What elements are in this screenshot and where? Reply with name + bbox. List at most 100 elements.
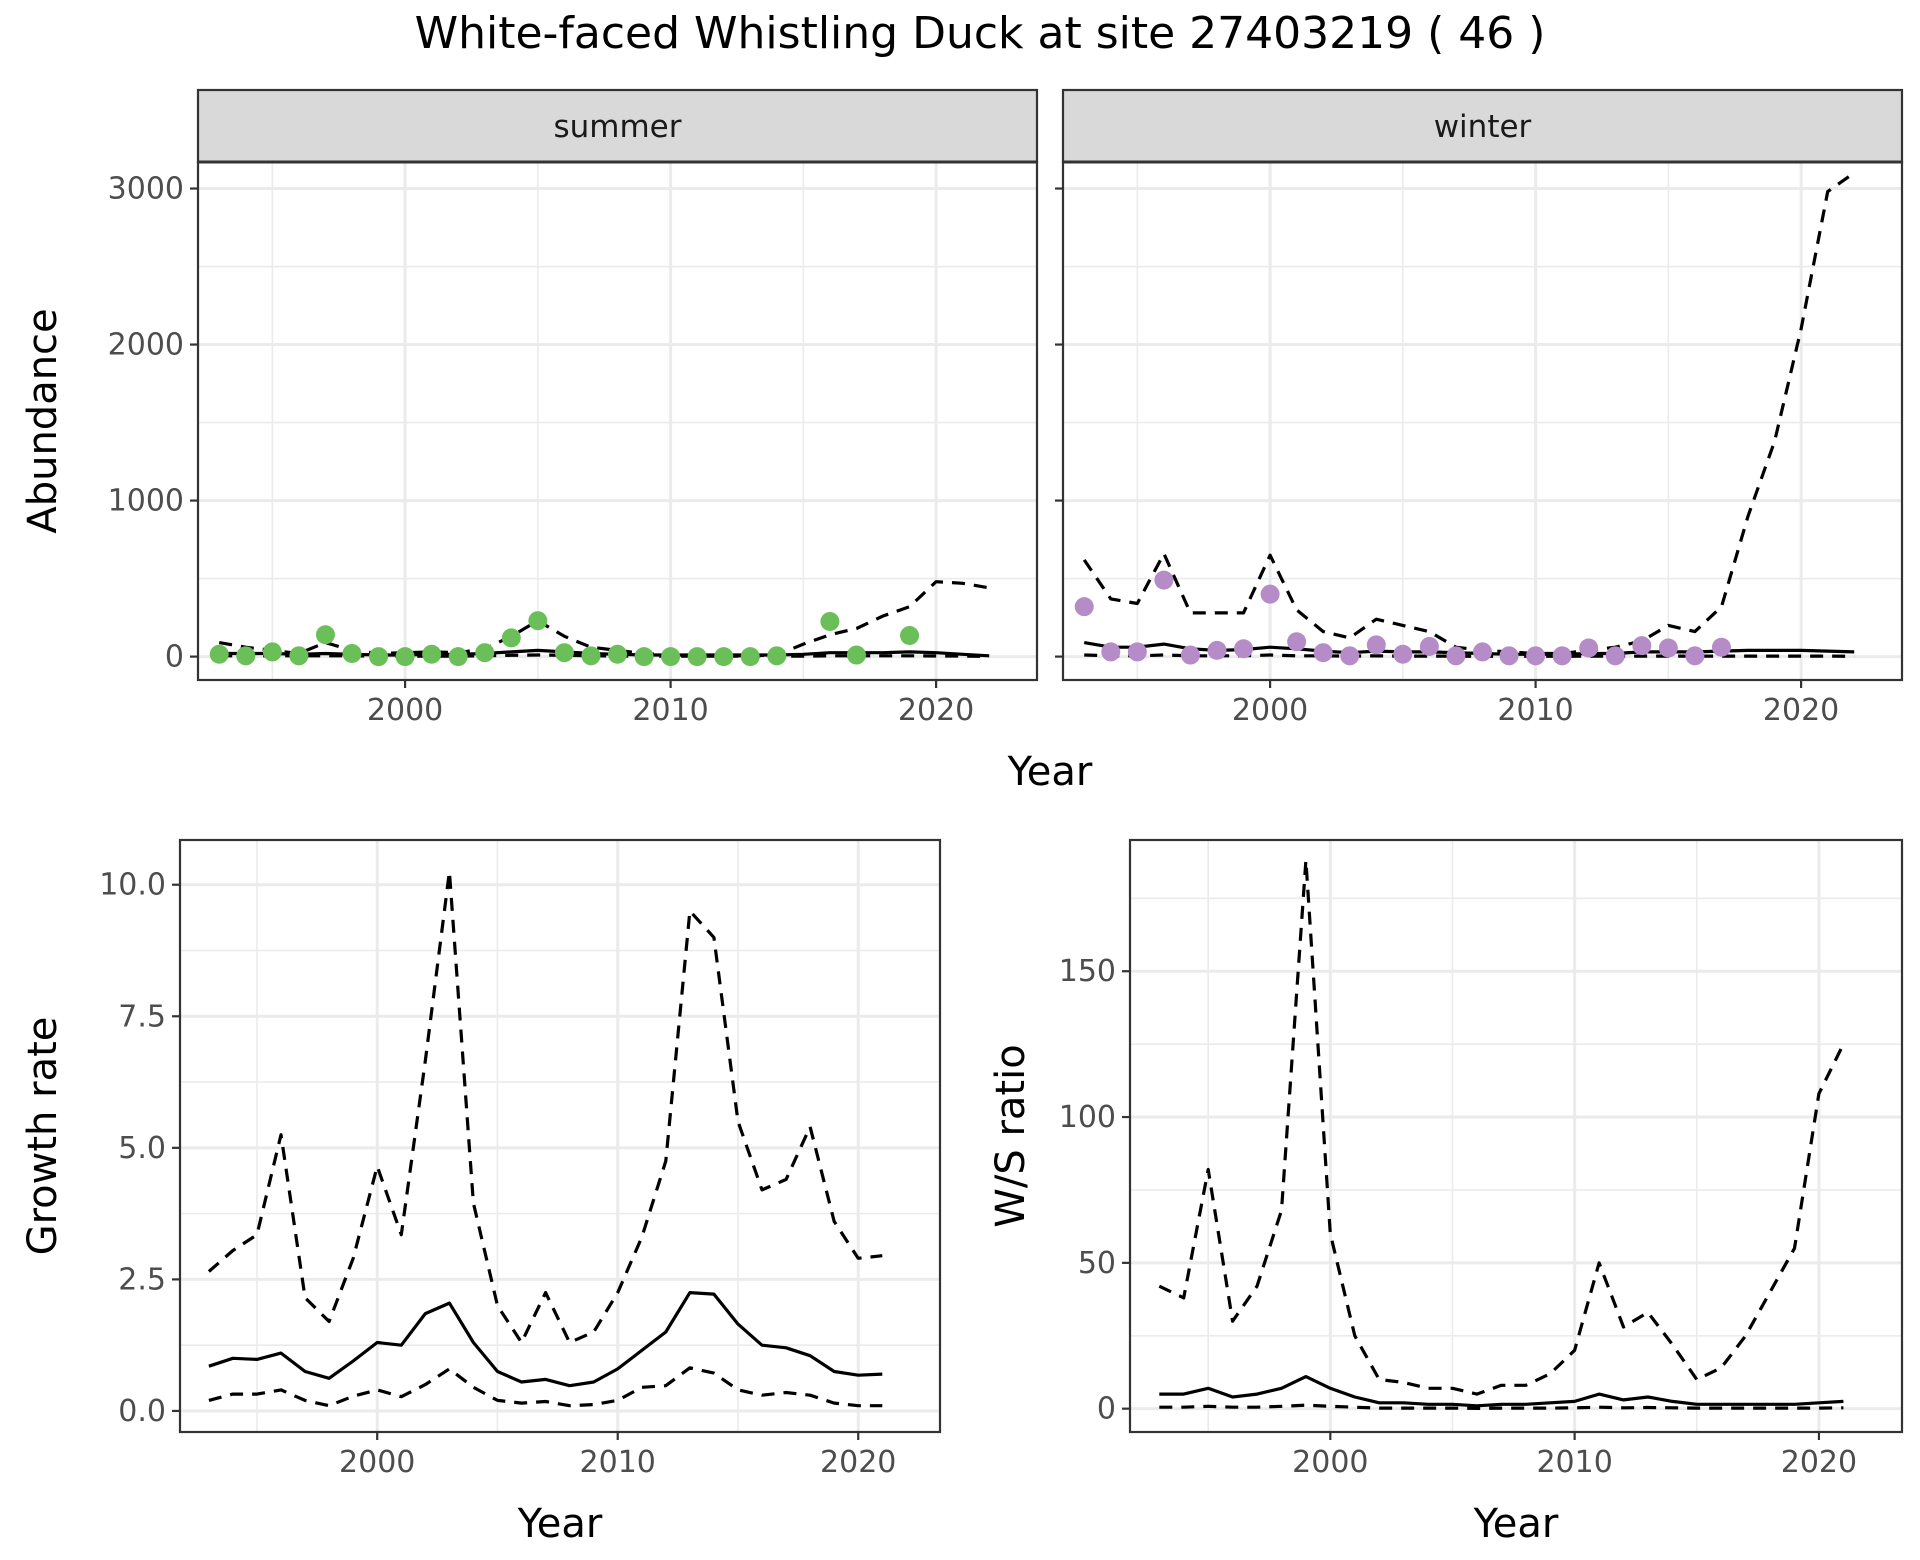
data-point <box>1605 646 1625 666</box>
data-point <box>342 643 362 663</box>
data-point <box>501 628 521 648</box>
data-point <box>1393 644 1413 664</box>
data-point <box>1579 638 1599 658</box>
median-line <box>208 1291 883 1388</box>
data-point <box>687 647 707 667</box>
data-point <box>1313 643 1333 663</box>
facet-strip <box>196 88 1039 164</box>
data-point <box>1074 597 1094 617</box>
y-tick-label: 100 <box>1059 1100 1116 1135</box>
data-point <box>1552 646 1572 666</box>
y-tick-label: 10.0 <box>99 868 166 903</box>
data-point <box>608 644 627 664</box>
y-axis-title: Abundance <box>20 308 66 533</box>
data-point <box>1180 645 1200 665</box>
x-tick-label: 2000 <box>367 693 443 728</box>
x-tick-label: 2010 <box>1497 693 1573 728</box>
data-point <box>1526 646 1546 666</box>
panel-background <box>180 840 940 1432</box>
data-point <box>1473 642 1492 662</box>
data-point <box>1207 640 1227 660</box>
facet-strip-label: summer <box>553 109 681 145</box>
x-tick-label: 2000 <box>1292 1445 1368 1480</box>
data-point <box>581 646 601 666</box>
data-point <box>236 646 256 666</box>
data-point <box>209 644 229 664</box>
data-point <box>262 642 282 662</box>
data-point <box>395 647 415 667</box>
x-tick-label: 2000 <box>1232 693 1308 728</box>
y-tick-label: 2000 <box>108 328 184 363</box>
data-point <box>661 647 681 667</box>
median-line <box>1159 1375 1844 1408</box>
data-point <box>422 644 442 664</box>
data-point <box>634 647 654 667</box>
data-point <box>528 611 548 631</box>
data-point <box>846 645 866 665</box>
figure-title: White-faced Whistling Duck at site 27403… <box>415 8 1546 59</box>
interval-line-1 <box>1158 858 1845 1396</box>
data-point <box>1260 584 1280 604</box>
y-tick-label: 5.0 <box>118 1131 166 1166</box>
data-point <box>1127 642 1147 662</box>
panel-background <box>1063 162 1902 680</box>
x-tick-label: 2010 <box>1536 1445 1612 1480</box>
y-tick-label: 1000 <box>108 484 184 519</box>
x-tick-label: 2020 <box>820 1445 896 1480</box>
data-point <box>1446 646 1466 666</box>
panel-ratio: 2000 2010 2020 0 50 100 150 W/S ratio Year <box>988 838 1904 1547</box>
x-tick-label: 2020 <box>898 693 974 728</box>
data-point <box>1234 639 1254 659</box>
panel-growth: 2000 2010 2020 0.0 2.5 5.0 7.5 10.0 Growth rate Y… <box>20 838 942 1547</box>
facet-strip <box>1061 88 1904 164</box>
x-tick-label: 2010 <box>632 693 708 728</box>
interval-line-1 <box>207 870 883 1345</box>
data-point <box>475 643 495 663</box>
y-tick-label: 0.0 <box>118 1394 166 1429</box>
data-point <box>289 646 309 666</box>
y-tick-label: 0 <box>165 640 184 675</box>
data-point <box>1711 637 1731 657</box>
data-point <box>714 647 734 667</box>
x-axis-title: Year <box>517 1501 603 1547</box>
data-point <box>1287 632 1307 652</box>
data-point <box>448 647 468 667</box>
x-tick-label: 2010 <box>580 1445 656 1480</box>
data-point <box>767 646 787 666</box>
data-point <box>554 643 574 663</box>
y-tick-label: 2.5 <box>118 1262 166 1297</box>
data-point <box>1632 636 1652 656</box>
y-axis-title: W/S ratio <box>988 1044 1034 1227</box>
panel-winter: winter 2000 2010 2020 <box>1055 88 1904 728</box>
panel-summer: summer 2000 2010 2020 0 1000 2000 3000 Abundance… <box>20 88 1093 795</box>
data-point <box>315 625 335 645</box>
interval-line-2 <box>1084 653 1855 658</box>
panel-border <box>1128 838 1904 1434</box>
data-point <box>1685 646 1705 666</box>
y-tick-label: 50 <box>1078 1246 1116 1281</box>
data-point <box>1154 570 1174 590</box>
data-point <box>1101 642 1121 662</box>
data-point <box>1340 646 1360 666</box>
panel-background <box>198 162 1037 680</box>
y-tick-label: 0 <box>1097 1392 1116 1427</box>
x-tick-label: 2000 <box>339 1445 415 1480</box>
y-tick-label: 3000 <box>108 172 184 207</box>
facet-strip-label: winter <box>1434 109 1532 145</box>
y-axis-title: Growth rate <box>20 1017 66 1256</box>
y-tick-label: 150 <box>1059 954 1116 989</box>
data-point <box>1499 646 1519 666</box>
y-tick-label: 7.5 <box>118 999 166 1034</box>
x-tick-label: 2020 <box>1763 693 1839 728</box>
data-point <box>1419 636 1439 656</box>
x-axis-title: Year <box>1473 1501 1559 1547</box>
data-point <box>1366 635 1386 655</box>
panel-border <box>178 838 942 1434</box>
x-axis-title: Year <box>1007 749 1093 795</box>
x-tick-label: 2020 <box>1781 1445 1857 1480</box>
interval-line-2 <box>1159 1403 1844 1410</box>
data-point <box>369 647 389 667</box>
data-point <box>1658 638 1678 658</box>
